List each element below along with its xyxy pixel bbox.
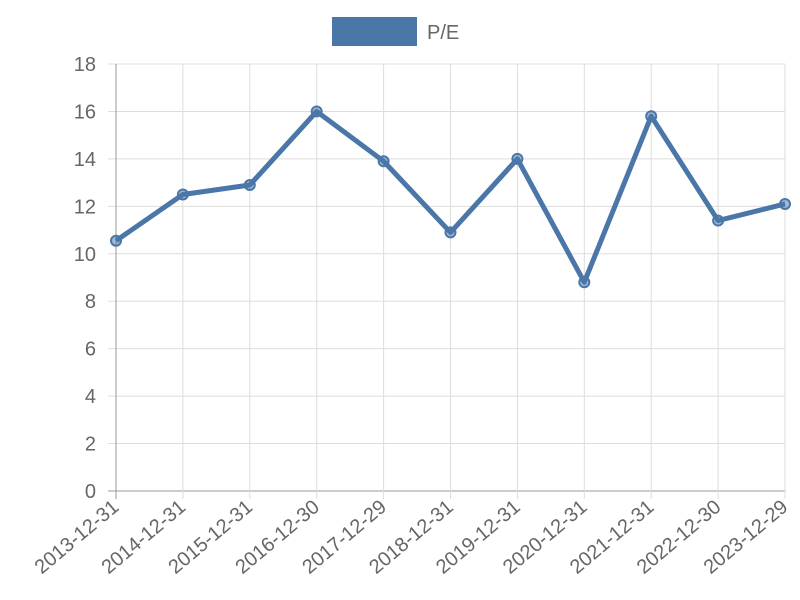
y-tick-label: 10: [74, 244, 96, 266]
point: [712, 214, 725, 227]
point: [176, 188, 189, 201]
y-tick-label: 2: [85, 434, 96, 456]
legend-label: P/E: [427, 22, 459, 44]
y-tick-label: 8: [85, 291, 96, 313]
y-tick-label: 6: [85, 339, 96, 361]
point: [377, 155, 390, 168]
point: [645, 110, 658, 123]
point: [779, 197, 791, 210]
point: [243, 178, 256, 191]
point: [444, 226, 457, 239]
point: [310, 105, 323, 118]
y-tick-label: 14: [74, 149, 96, 171]
point: [511, 152, 524, 165]
point: [578, 276, 591, 289]
point: [110, 234, 122, 247]
y-tick-label: 4: [85, 386, 96, 408]
y-tick-label: 12: [74, 196, 96, 218]
y-tick-label: 18: [74, 54, 96, 76]
legend-swatch: [332, 17, 417, 46]
y-tick-label: 0: [85, 481, 96, 503]
y-tick-label: 16: [74, 101, 96, 123]
